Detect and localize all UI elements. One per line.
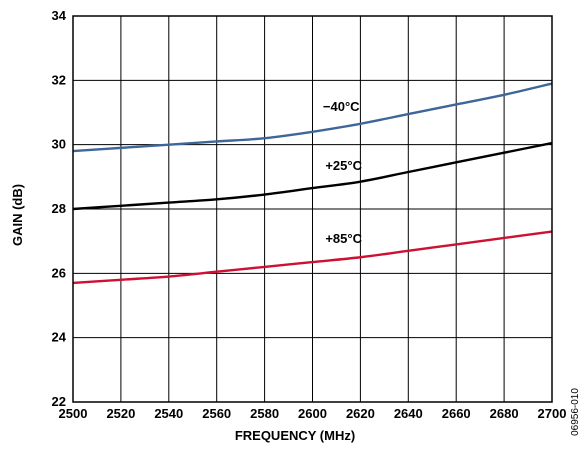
x-tick-label: 2680 bbox=[490, 406, 519, 421]
x-tick-label: 2660 bbox=[442, 406, 471, 421]
x-axis-title: FREQUENCY (MHz) bbox=[235, 428, 355, 443]
y-axis-title: GAIN (dB) bbox=[10, 184, 25, 246]
series-line bbox=[72, 141, 553, 211]
series-label: +25°C bbox=[325, 158, 362, 173]
plot-frame bbox=[72, 15, 553, 403]
series-line bbox=[72, 82, 553, 153]
x-tick-label: 2580 bbox=[250, 406, 279, 421]
y-tick-label: 22 bbox=[52, 394, 66, 409]
y-tick-label: 32 bbox=[52, 72, 66, 87]
x-tick-label: 2560 bbox=[202, 406, 231, 421]
x-tick-label: 2520 bbox=[106, 406, 135, 421]
y-tick-label: 28 bbox=[52, 201, 66, 216]
series-lines bbox=[72, 82, 553, 285]
series-label: +85°C bbox=[325, 231, 362, 246]
x-tick-label: 2700 bbox=[538, 406, 567, 421]
grid bbox=[72, 15, 553, 403]
series-label: −40°C bbox=[323, 99, 360, 114]
x-axis-ticks: 2500 2520 2540 2560 2580 2600 2620 2640 2660 2680… bbox=[59, 406, 567, 421]
x-tick-label: 2500 bbox=[59, 406, 88, 421]
x-tick-label: 2600 bbox=[298, 406, 327, 421]
y-tick-label: 26 bbox=[52, 265, 66, 280]
y-tick-label: 24 bbox=[52, 330, 67, 345]
series-line bbox=[72, 230, 553, 285]
x-tick-label: 2620 bbox=[346, 406, 375, 421]
figure-id: 06956-010 bbox=[570, 388, 581, 436]
series-labels: −40°C +25°C +85°C bbox=[323, 99, 363, 246]
x-tick-label: 2640 bbox=[394, 406, 423, 421]
y-tick-label: 34 bbox=[52, 8, 67, 23]
y-tick-label: 30 bbox=[52, 137, 66, 152]
x-tick-label: 2540 bbox=[154, 406, 183, 421]
y-axis-ticks: 22 24 26 28 30 32 34 bbox=[52, 8, 67, 409]
